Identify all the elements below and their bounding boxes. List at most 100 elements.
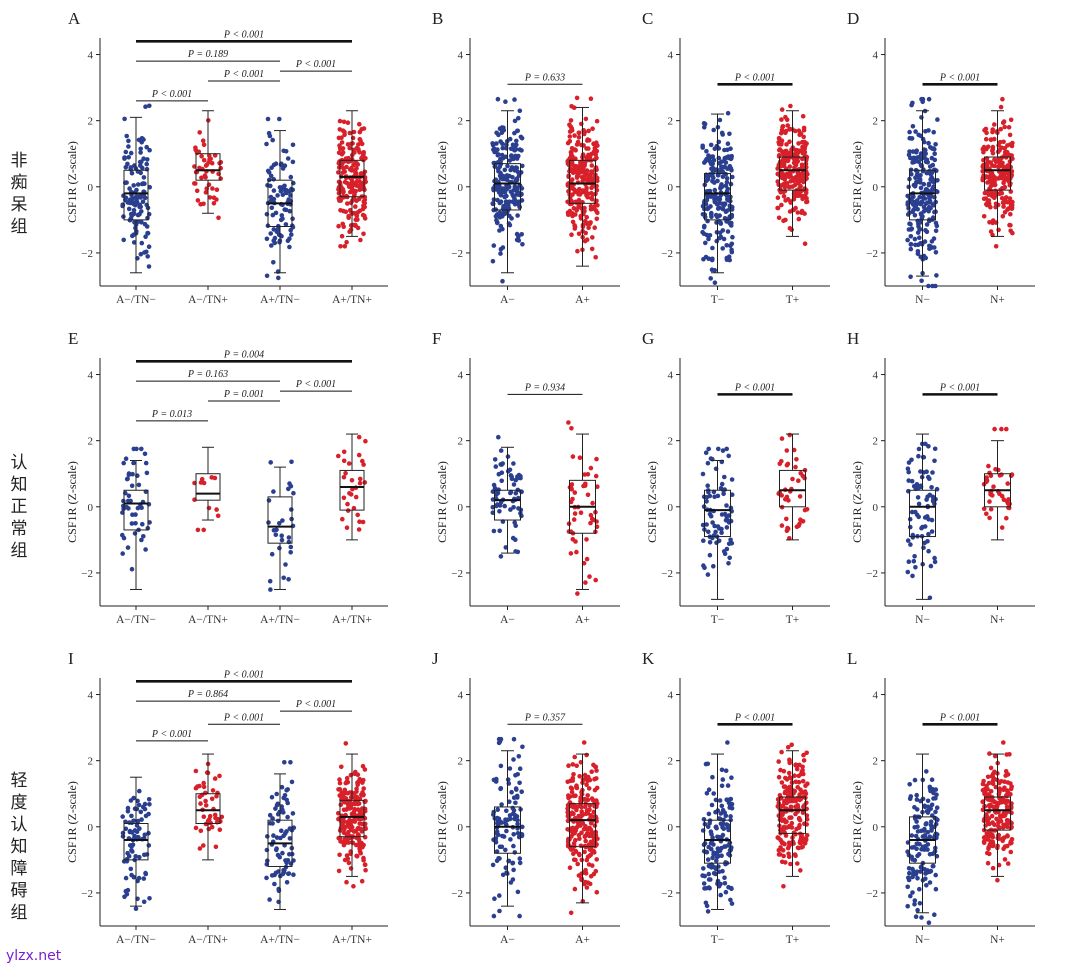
- data-point: [588, 839, 594, 845]
- data-point: [362, 480, 368, 485]
- data-point: [288, 174, 294, 180]
- data-point: [192, 181, 197, 186]
- panel-letter: F: [432, 329, 441, 348]
- data-point: [589, 516, 595, 521]
- p-value-label: P < 0.001: [734, 712, 775, 723]
- data-point: [582, 238, 588, 244]
- data-point: [932, 209, 937, 215]
- data-point: [795, 861, 800, 866]
- data-point: [787, 432, 792, 438]
- data-point: [570, 778, 575, 783]
- p-value-label: P < 0.001: [734, 72, 775, 83]
- data-point: [491, 528, 497, 534]
- data-point: [724, 155, 729, 160]
- data-point: [576, 231, 582, 237]
- data-point: [576, 832, 582, 838]
- data-point: [288, 760, 293, 765]
- data-point: [139, 537, 144, 543]
- data-point: [1001, 204, 1006, 209]
- data-point: [519, 232, 524, 237]
- data-point: [137, 854, 142, 860]
- data-point: [990, 163, 995, 168]
- box-A+: [565, 95, 600, 267]
- data-point: [201, 527, 206, 533]
- data-point: [336, 810, 341, 816]
- data-point: [347, 806, 353, 811]
- data-point: [209, 824, 215, 830]
- box-N−: [905, 753, 940, 925]
- data-point: [913, 565, 918, 570]
- data-point: [287, 852, 292, 857]
- data-point: [582, 804, 588, 809]
- y-tick-label: 0: [88, 502, 94, 514]
- data-point: [588, 512, 594, 518]
- x-tick-label: A+/TN−: [260, 614, 300, 626]
- data-point: [711, 157, 717, 163]
- data-point: [144, 470, 150, 476]
- data-point: [707, 820, 712, 826]
- p-value-label: P < 0.001: [939, 72, 980, 83]
- data-point: [571, 772, 576, 777]
- data-point: [792, 773, 797, 778]
- data-point: [218, 160, 224, 165]
- data-point: [577, 186, 582, 192]
- data-point: [337, 777, 342, 782]
- data-point: [121, 214, 126, 219]
- data-point: [270, 137, 276, 143]
- data-point: [591, 809, 597, 815]
- data-point: [213, 844, 219, 850]
- data-point: [272, 872, 277, 878]
- box-A+: [566, 420, 600, 596]
- data-point: [143, 104, 148, 109]
- data-point: [134, 823, 140, 828]
- data-point: [994, 816, 999, 822]
- y-axis-label: CSF1R (Z-scale): [65, 461, 79, 543]
- data-point: [138, 146, 143, 152]
- box-iqr: [339, 799, 365, 838]
- data-point: [517, 780, 522, 786]
- data-point: [492, 146, 497, 152]
- data-point: [1001, 822, 1006, 828]
- data-point: [345, 790, 350, 796]
- data-point: [569, 150, 574, 155]
- data-point: [125, 850, 130, 856]
- box-iqr: [195, 473, 221, 501]
- data-point: [785, 845, 791, 851]
- data-point: [264, 236, 270, 242]
- data-point: [274, 791, 280, 797]
- data-point: [497, 893, 502, 898]
- data-point: [999, 155, 1005, 160]
- data-point: [142, 250, 147, 255]
- data-point: [353, 189, 358, 194]
- data-point: [278, 162, 284, 168]
- y-axis-label: CSF1R (Z-scale): [65, 141, 79, 223]
- data-point: [123, 819, 128, 825]
- data-point: [141, 175, 147, 180]
- data-point: [717, 847, 722, 852]
- data-point: [910, 890, 915, 895]
- data-point: [910, 866, 915, 872]
- data-point: [992, 799, 997, 805]
- data-point: [267, 812, 273, 818]
- data-point: [338, 802, 344, 807]
- data-point: [729, 220, 734, 226]
- data-point: [340, 221, 346, 227]
- data-point: [720, 824, 725, 830]
- y-axis-label: CSF1R (Z-scale): [645, 781, 659, 863]
- data-point: [1006, 818, 1011, 823]
- data-point: [908, 542, 913, 547]
- data-point: [1002, 200, 1008, 205]
- y-tick-label: 0: [458, 822, 464, 834]
- data-point: [491, 777, 497, 783]
- data-point: [515, 128, 520, 134]
- data-point: [494, 849, 500, 854]
- data-point: [515, 213, 520, 218]
- data-point: [1005, 501, 1011, 506]
- data-point: [782, 172, 787, 178]
- data-point: [267, 578, 273, 584]
- data-point: [804, 196, 809, 201]
- x-tick-label: N−: [915, 614, 930, 626]
- data-point: [502, 503, 508, 509]
- data-point: [780, 124, 786, 129]
- data-point: [706, 256, 711, 262]
